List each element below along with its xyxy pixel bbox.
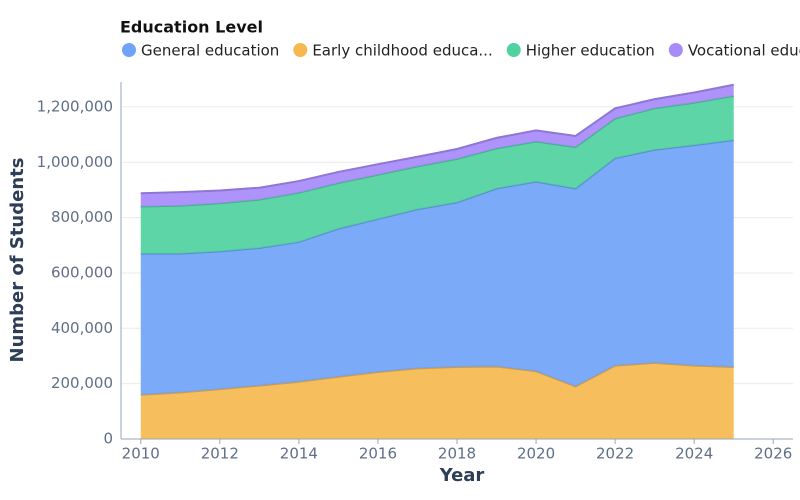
- y-tick-label: 200,000: [51, 374, 113, 392]
- y-tick-label: 0: [103, 430, 113, 448]
- y-tick-label: 800,000: [51, 208, 113, 226]
- y-tick-label: 400,000: [51, 319, 113, 337]
- legend-marker: [668, 43, 683, 57]
- legend-label: Early childhood educa...: [312, 42, 492, 60]
- legend-label: Higher education: [526, 42, 655, 60]
- y-tick-label: 1,200,000: [37, 97, 113, 115]
- legend-marker: [293, 43, 308, 57]
- x-axis-title: Year: [439, 465, 485, 486]
- x-tick-label: 2026: [754, 445, 792, 463]
- y-tick-label: 600,000: [51, 263, 113, 281]
- area-edge: [140, 83, 734, 195]
- x-tick-label: 2012: [201, 445, 239, 463]
- legend-label: General education: [141, 42, 279, 60]
- area: [140, 95, 734, 254]
- legend-marker: [506, 43, 521, 57]
- x-tick-label: 2024: [675, 445, 713, 463]
- area-edge: [140, 139, 734, 255]
- x-tick-label: 2022: [596, 445, 634, 463]
- y-tick-label: 1,000,000: [37, 153, 113, 171]
- x-tick-label: 2020: [517, 445, 555, 463]
- x-tick-label: 2016: [359, 445, 397, 463]
- legend-title: Education Level: [120, 18, 263, 37]
- legend-marker: [122, 43, 136, 57]
- x-tick-label: 2018: [438, 445, 476, 463]
- x-tick-label: 2014: [280, 445, 318, 463]
- area: [140, 84, 734, 207]
- y-axis-title: Number of Students: [7, 158, 28, 363]
- legend-label: Vocational education: [688, 42, 800, 60]
- area: [140, 140, 734, 395]
- x-tick-label: 2010: [122, 445, 160, 463]
